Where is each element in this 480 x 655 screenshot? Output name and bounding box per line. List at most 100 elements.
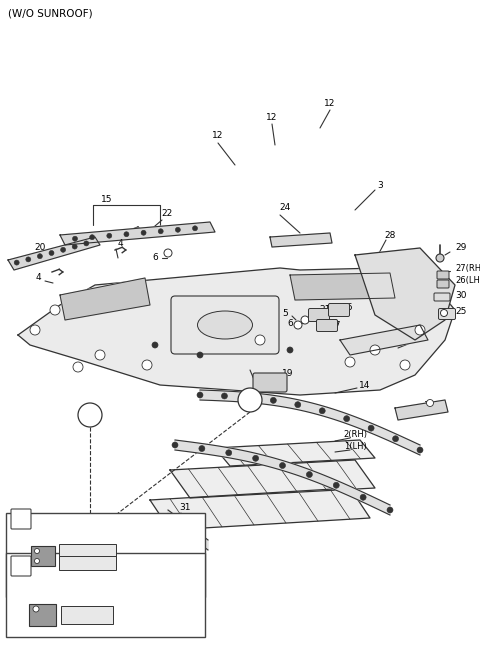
FancyBboxPatch shape — [6, 553, 205, 637]
Circle shape — [279, 462, 286, 468]
Circle shape — [252, 455, 259, 461]
Circle shape — [360, 495, 366, 500]
FancyBboxPatch shape — [29, 604, 56, 626]
FancyBboxPatch shape — [11, 509, 31, 529]
Circle shape — [95, 350, 105, 360]
Circle shape — [192, 226, 197, 231]
FancyBboxPatch shape — [31, 546, 55, 566]
Text: 21: 21 — [319, 305, 331, 314]
Circle shape — [37, 253, 42, 259]
Text: 4: 4 — [35, 274, 41, 282]
FancyBboxPatch shape — [59, 556, 116, 570]
Circle shape — [441, 310, 447, 316]
Text: 9: 9 — [110, 601, 115, 610]
Circle shape — [287, 347, 293, 353]
Circle shape — [50, 305, 60, 315]
Text: 7: 7 — [155, 557, 161, 567]
Text: 23: 23 — [406, 335, 418, 345]
Circle shape — [197, 352, 203, 358]
Circle shape — [14, 260, 19, 265]
Circle shape — [415, 325, 425, 335]
FancyBboxPatch shape — [316, 320, 337, 331]
Text: 12: 12 — [324, 98, 336, 107]
Circle shape — [319, 408, 325, 414]
Text: 17: 17 — [330, 320, 342, 329]
FancyBboxPatch shape — [253, 373, 287, 392]
Polygon shape — [355, 248, 455, 340]
Circle shape — [387, 507, 393, 513]
Circle shape — [301, 316, 309, 324]
Text: 2(RH): 2(RH) — [343, 430, 367, 440]
Polygon shape — [18, 268, 455, 395]
Polygon shape — [168, 510, 208, 550]
Text: 5: 5 — [282, 309, 288, 318]
Circle shape — [197, 392, 203, 398]
Text: a: a — [18, 514, 24, 523]
Circle shape — [33, 606, 39, 612]
Text: 26(LH): 26(LH) — [455, 276, 480, 284]
Polygon shape — [8, 237, 100, 270]
Circle shape — [124, 232, 129, 236]
Circle shape — [344, 416, 349, 422]
Text: 6: 6 — [152, 252, 158, 261]
Ellipse shape — [197, 311, 252, 339]
Text: 10: 10 — [83, 540, 93, 550]
Circle shape — [158, 229, 163, 234]
Text: 11: 11 — [61, 557, 71, 565]
Circle shape — [107, 233, 112, 238]
Text: 8: 8 — [130, 610, 136, 620]
Text: 16: 16 — [342, 303, 354, 312]
Text: b: b — [18, 561, 24, 571]
Text: 10: 10 — [100, 553, 110, 561]
Text: 22: 22 — [161, 208, 173, 217]
Text: 29: 29 — [455, 244, 467, 252]
Circle shape — [141, 231, 146, 235]
Circle shape — [255, 335, 265, 345]
Circle shape — [72, 236, 77, 241]
Polygon shape — [200, 390, 420, 455]
Text: 1(LH): 1(LH) — [344, 443, 366, 451]
Text: 25: 25 — [455, 307, 467, 316]
Circle shape — [270, 398, 276, 403]
FancyBboxPatch shape — [61, 606, 113, 624]
Circle shape — [78, 403, 102, 427]
Circle shape — [238, 388, 262, 412]
Circle shape — [370, 345, 380, 355]
Polygon shape — [395, 400, 448, 420]
Circle shape — [73, 362, 83, 372]
Polygon shape — [340, 325, 428, 355]
Text: 12: 12 — [212, 132, 224, 141]
Circle shape — [221, 393, 228, 399]
Text: 24: 24 — [279, 204, 290, 212]
Circle shape — [294, 321, 302, 329]
Circle shape — [436, 254, 444, 262]
FancyBboxPatch shape — [309, 309, 329, 322]
FancyBboxPatch shape — [439, 309, 456, 320]
Circle shape — [30, 325, 40, 335]
Text: 8: 8 — [155, 601, 161, 610]
Polygon shape — [175, 440, 390, 515]
Text: 3: 3 — [377, 181, 383, 189]
Circle shape — [90, 234, 95, 240]
Circle shape — [306, 472, 312, 477]
Text: 30: 30 — [455, 291, 467, 301]
Text: 6: 6 — [287, 318, 293, 328]
FancyBboxPatch shape — [11, 556, 31, 576]
Polygon shape — [290, 273, 395, 300]
FancyBboxPatch shape — [328, 303, 349, 316]
Circle shape — [400, 360, 410, 370]
Text: 10: 10 — [61, 540, 71, 550]
Circle shape — [393, 436, 398, 441]
Circle shape — [199, 445, 205, 451]
Circle shape — [246, 394, 252, 401]
Text: 14: 14 — [360, 381, 371, 390]
Circle shape — [84, 241, 89, 246]
Text: b: b — [247, 396, 253, 405]
Circle shape — [368, 425, 374, 431]
Circle shape — [164, 249, 172, 257]
Circle shape — [345, 357, 355, 367]
Circle shape — [427, 400, 433, 407]
Circle shape — [152, 342, 158, 348]
Text: 9: 9 — [72, 601, 78, 610]
Text: 19: 19 — [282, 369, 294, 377]
